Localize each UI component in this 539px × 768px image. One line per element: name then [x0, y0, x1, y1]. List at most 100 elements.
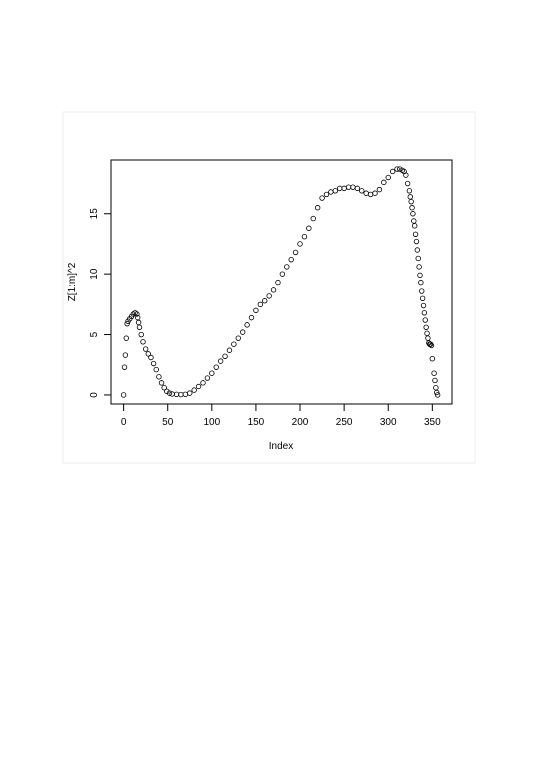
point	[191, 387, 197, 393]
point	[410, 211, 416, 217]
point	[419, 295, 426, 302]
point	[429, 356, 436, 362]
point	[425, 335, 431, 341]
point	[341, 185, 347, 192]
point	[195, 383, 202, 390]
point	[158, 380, 165, 386]
point	[121, 364, 128, 370]
point	[148, 354, 154, 361]
point	[217, 358, 224, 364]
point	[328, 189, 334, 195]
point	[253, 307, 259, 314]
point	[404, 180, 411, 187]
x-tick-label: 150	[248, 417, 265, 428]
point	[235, 335, 241, 341]
point	[416, 264, 422, 270]
point	[187, 390, 193, 396]
point	[428, 342, 435, 349]
point	[409, 205, 415, 211]
point	[359, 188, 365, 194]
point	[262, 298, 268, 304]
y-tick-label: 0	[89, 392, 100, 398]
point	[145, 351, 152, 357]
point	[350, 184, 356, 190]
x-tick-label: 250	[336, 417, 353, 428]
point	[142, 346, 149, 352]
point	[123, 335, 129, 341]
point	[292, 249, 299, 256]
point	[135, 319, 142, 326]
point	[332, 188, 339, 194]
point	[423, 324, 429, 330]
point	[306, 225, 312, 231]
point	[413, 238, 420, 245]
x-tick-label: 200	[292, 417, 309, 428]
point	[213, 364, 219, 370]
point	[419, 288, 425, 294]
point	[209, 370, 215, 376]
point	[153, 366, 159, 373]
point	[411, 223, 418, 229]
point	[257, 301, 264, 308]
point	[231, 341, 237, 347]
point	[385, 174, 391, 181]
point	[406, 188, 413, 194]
point	[434, 392, 441, 398]
point	[420, 302, 427, 309]
point	[394, 166, 400, 172]
point	[418, 279, 424, 286]
point	[337, 185, 343, 192]
point	[239, 329, 246, 335]
point	[372, 190, 378, 196]
point	[408, 198, 414, 205]
point	[204, 375, 211, 381]
point	[345, 184, 352, 190]
y-axis-label: Z[1:m]^2	[67, 262, 78, 301]
figure-frame	[62, 111, 476, 464]
x-tick-label: 300	[380, 417, 397, 428]
point	[169, 391, 175, 397]
x-tick-label: 100	[203, 417, 220, 428]
y-tick-label: 10	[89, 268, 100, 280]
point	[403, 172, 409, 178]
point	[411, 218, 417, 224]
point	[200, 380, 206, 386]
point	[275, 279, 281, 286]
point	[284, 264, 290, 270]
point	[376, 186, 383, 193]
point	[134, 311, 140, 317]
point	[354, 185, 361, 192]
point	[417, 272, 423, 279]
x-axis-label: Index	[269, 441, 293, 452]
point	[433, 384, 439, 391]
point	[414, 247, 421, 253]
point	[415, 255, 421, 262]
plot-box	[110, 159, 453, 405]
point	[182, 391, 189, 398]
point	[412, 231, 419, 237]
point	[427, 341, 434, 347]
point	[244, 322, 250, 328]
point	[140, 339, 146, 345]
point	[178, 391, 184, 398]
y-tick-label: 15	[89, 208, 100, 220]
point	[319, 195, 325, 201]
point	[138, 331, 144, 338]
point	[424, 330, 430, 337]
point	[297, 241, 303, 247]
point	[422, 317, 428, 323]
point	[431, 370, 437, 376]
point	[432, 377, 438, 384]
point	[381, 179, 387, 186]
point	[367, 191, 374, 198]
point	[161, 384, 167, 391]
point	[226, 347, 233, 353]
point	[396, 166, 403, 172]
point	[248, 314, 255, 321]
point	[389, 168, 396, 175]
point	[222, 353, 228, 359]
point	[434, 389, 440, 396]
point	[120, 392, 127, 398]
point	[150, 360, 157, 367]
